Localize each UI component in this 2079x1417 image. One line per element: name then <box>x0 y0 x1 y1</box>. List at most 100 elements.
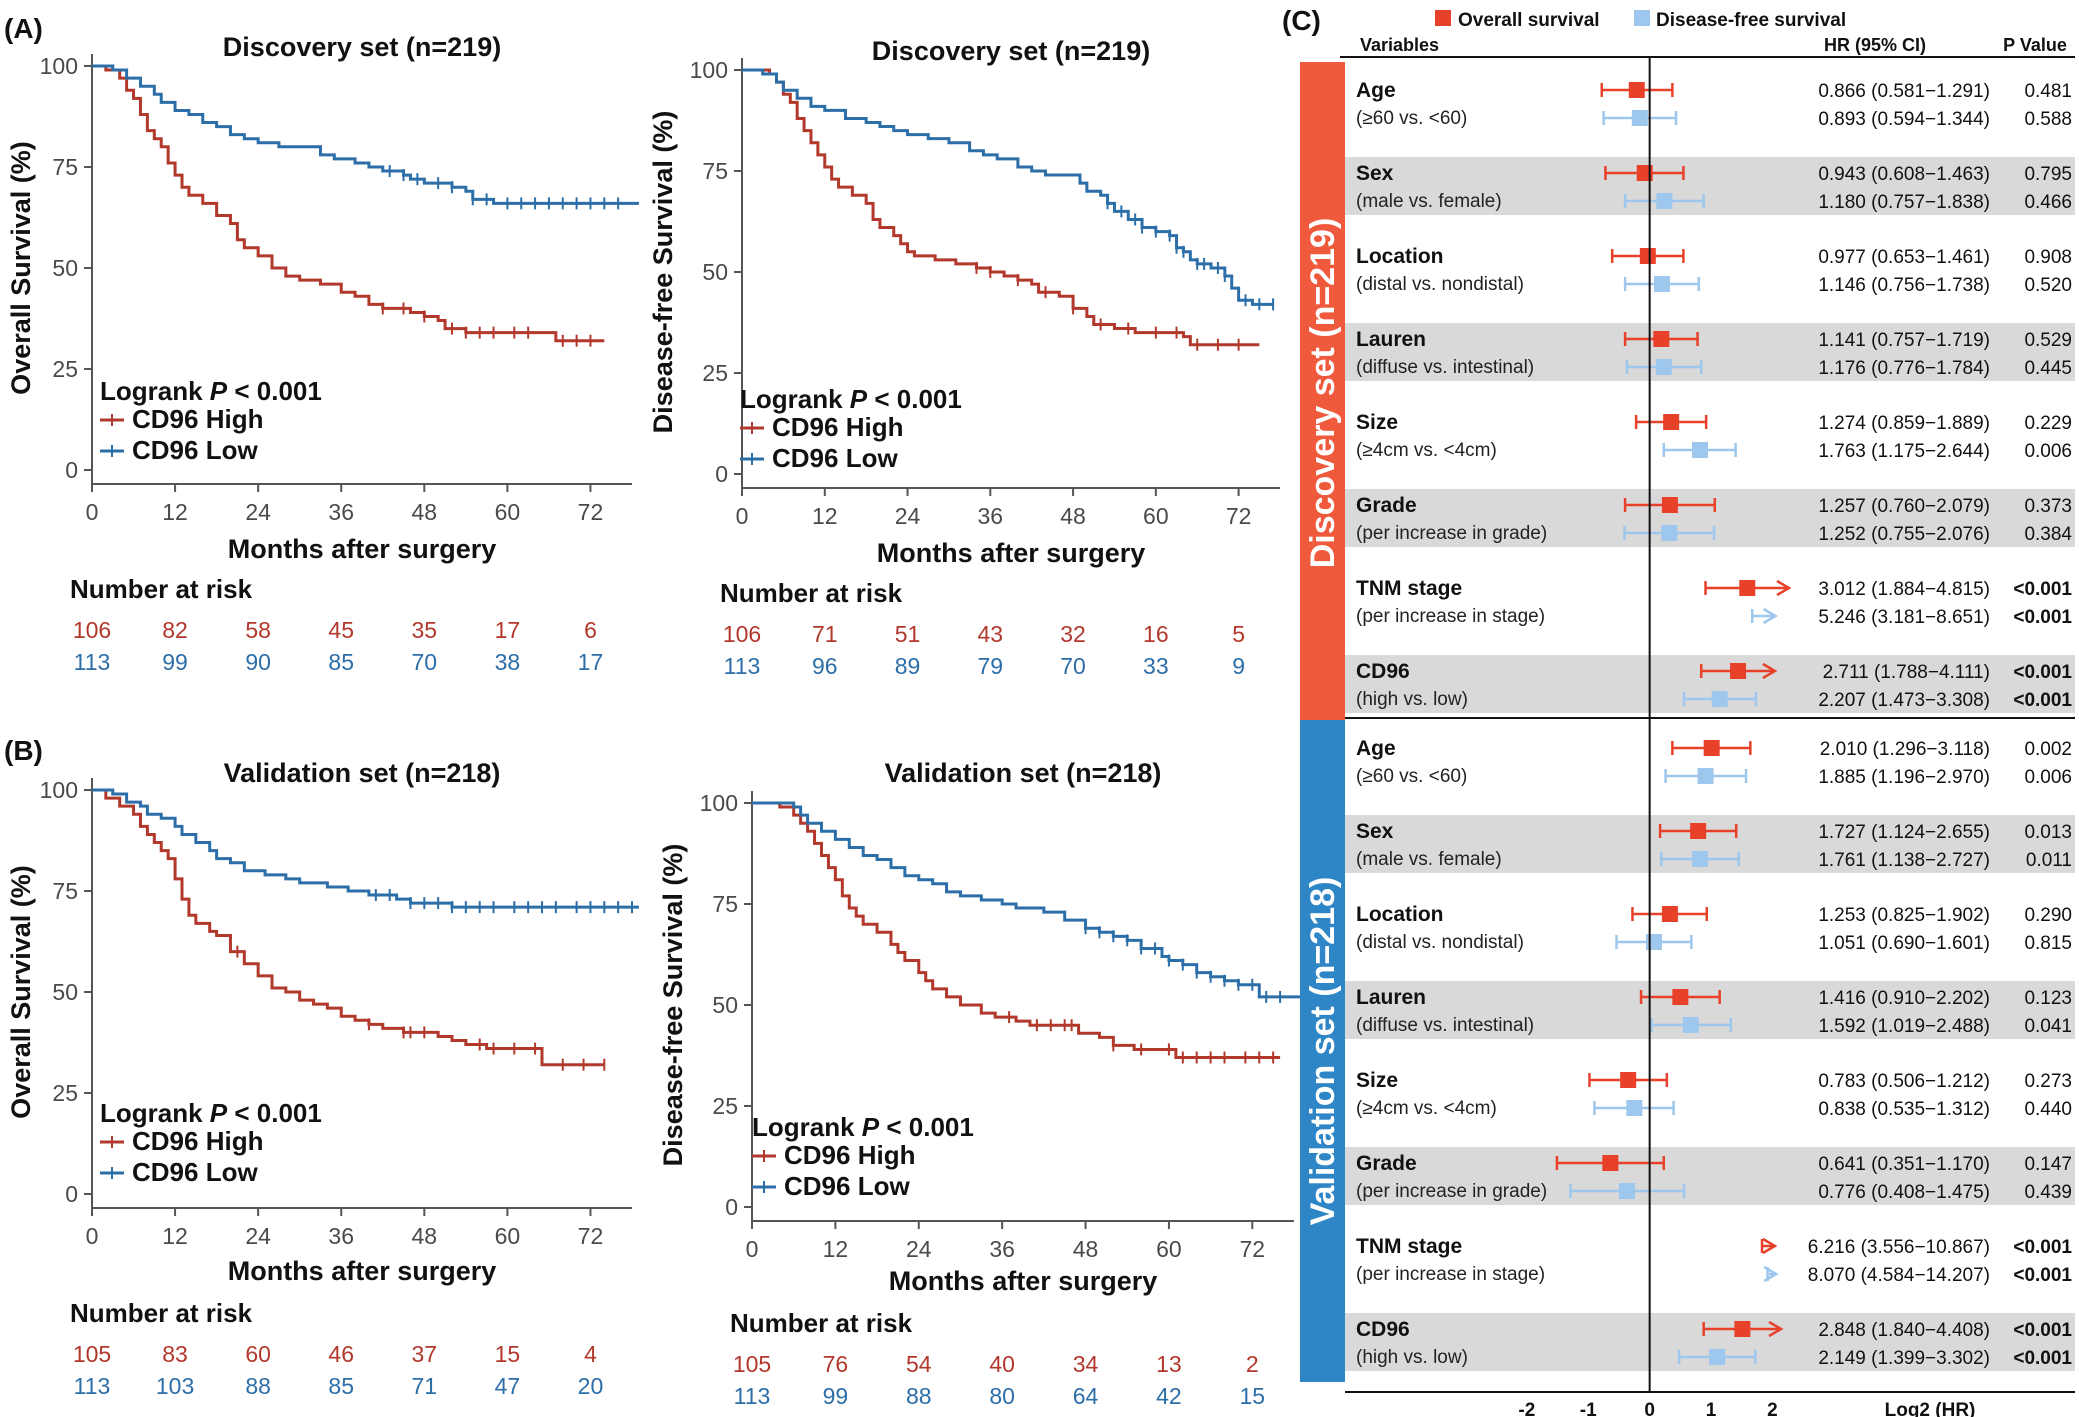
header-p: P Value <box>2003 35 2067 55</box>
y-tick-label: 25 <box>52 356 78 382</box>
x-tick-label: 60 <box>1156 1236 1182 1262</box>
y-tick-label: 100 <box>40 777 78 803</box>
risk-count-low: 17 <box>578 649 604 675</box>
km-curve-high <box>742 68 1260 347</box>
x-tick-label: 60 <box>1143 503 1169 529</box>
hr-text-os: 0.641 (0.351−1.170) <box>1818 1154 1990 1175</box>
p-value-os: 0.123 <box>2024 988 2072 1009</box>
p-value-os: 0.481 <box>2024 81 2072 102</box>
variable-name: Sex <box>1356 162 1394 185</box>
risk-count-high: 54 <box>906 1351 932 1377</box>
p-value-os: 0.002 <box>2024 739 2072 760</box>
forest-row: TNM stage (per increase in stage) 3.012 (1… <box>1356 577 2072 628</box>
risk-count-high: 45 <box>328 617 354 643</box>
risk-table-title: Number at risk <box>730 1308 913 1338</box>
logrank-label: Logrank P < 0.001 <box>100 376 322 406</box>
p-value-dfs: 0.588 <box>2024 109 2072 130</box>
x-tick-label: 0 <box>746 1236 759 1262</box>
risk-count-high: 15 <box>495 1341 521 1367</box>
hr-text-dfs: 0.838 (0.535−1.312) <box>1818 1099 1990 1120</box>
logrank-p: P <box>210 376 228 406</box>
risk-count-low: 90 <box>245 649 271 675</box>
hr-point-dfs <box>1661 525 1678 541</box>
risk-count-high: 6 <box>584 617 597 643</box>
hr-text-dfs: 2.149 (1.399−3.302) <box>1818 1348 1990 1369</box>
risk-count-high: 34 <box>1073 1351 1099 1377</box>
hr-point-os <box>1739 580 1756 596</box>
logrank-p: P <box>210 1098 228 1128</box>
forest-set-validation: Validation set (n=218) Age (≥60 vs. <60) 2.… <box>1300 720 2075 1382</box>
variable-name: TNM stage <box>1356 577 1462 600</box>
p-value-dfs: 0.466 <box>2024 192 2072 213</box>
p-value-dfs: <0.001 <box>2013 1265 2072 1286</box>
legend-label-dfs: Disease-free survival <box>1656 10 1846 31</box>
p-value-dfs: <0.001 <box>2013 1348 2072 1369</box>
risk-count-high: 32 <box>1060 621 1086 647</box>
legend-label: CD96 Low <box>784 1171 910 1201</box>
forest-row: Size (≥4cm vs. <4cm) 0.783 (0.506−1.212) 0.… <box>1356 1069 2072 1120</box>
legend-label: CD96 High <box>132 404 263 434</box>
x-tick-label: 12 <box>162 499 188 525</box>
p-value-dfs: 0.041 <box>2024 1016 2072 1037</box>
variable-name: Age <box>1356 737 1396 760</box>
panel-label-b: (B) <box>4 735 43 766</box>
risk-count-high: 82 <box>162 617 188 643</box>
logrank-value: < 0.001 <box>227 1098 322 1128</box>
y-tick-label: 75 <box>712 891 738 917</box>
hr-text-os: 2.711 (1.788−4.111) <box>1823 662 1990 683</box>
hr-point-os <box>1734 1321 1751 1337</box>
hr-text-os: 2.010 (1.296−3.118) <box>1820 739 1990 760</box>
forest-row: Lauren (diffuse vs. intestinal) 1.141 (0.7… <box>1356 328 2072 379</box>
panel-label-a: (A) <box>4 13 43 44</box>
km-panel-B_dfs: Validation set (n=218) 0 25 50 75 100 0 12 24 36 4… <box>658 758 1308 1409</box>
x-tick-label: 0 <box>736 503 749 529</box>
km-curve-high <box>92 788 605 1067</box>
forest-row: Sex (male vs. female) 0.943 (0.608−1.463) 0… <box>1356 162 2072 213</box>
hr-point-dfs <box>1656 193 1673 209</box>
x-axis-label: Months after surgery <box>889 1266 1158 1296</box>
panel-label-c: (C) <box>1282 5 1321 36</box>
hr-point-os <box>1730 663 1747 679</box>
risk-count-low: 88 <box>906 1383 932 1409</box>
logrank-prefix: Logrank <box>752 1112 862 1142</box>
x-tick-label: 36 <box>328 499 354 525</box>
x-axis-label: Months after surgery <box>228 1256 497 1286</box>
risk-count-low: 113 <box>74 649 111 675</box>
forest-x-tick-label: -1 <box>1580 1400 1597 1417</box>
hr-text-dfs: 1.180 (0.757−1.838) <box>1818 192 1990 213</box>
y-tick-label: 50 <box>702 259 728 285</box>
variable-detail: (diffuse vs. intestinal) <box>1356 357 1534 378</box>
km-curve-low <box>92 788 639 909</box>
logrank-p: P <box>862 1112 880 1142</box>
p-value-os: <0.001 <box>2013 1237 2072 1258</box>
hr-point-dfs <box>1711 691 1728 707</box>
variable-name: TNM stage <box>1356 1235 1462 1258</box>
variable-detail: (diffuse vs. intestinal) <box>1356 1015 1534 1036</box>
p-value-dfs: 0.520 <box>2024 275 2072 296</box>
hr-text-os: 0.977 (0.653−1.461) <box>1818 247 1990 268</box>
logrank-p: P <box>850 384 868 414</box>
km-curve-high <box>752 801 1281 1060</box>
legend-label: CD96 High <box>132 1126 263 1156</box>
hr-point-dfs <box>1626 1100 1643 1116</box>
forest-row: Age (≥60 vs. <60) 2.010 (1.296−3.118) 0.002… <box>1356 737 2072 788</box>
ci-arrow-dfs <box>1762 607 1779 625</box>
hr-text-dfs: 1.051 (0.690−1.601) <box>1818 933 1990 954</box>
km-panel-B_os: Validation set (n=218) 0 25 50 75 100 0 12 24 36 4… <box>6 758 639 1399</box>
p-value-dfs: 0.445 <box>2024 358 2072 379</box>
y-axis-label: Overall Survival (%) <box>6 141 36 395</box>
forest-row: Lauren (diffuse vs. intestinal) 1.416 (0.9… <box>1356 986 2072 1037</box>
risk-count-low: 113 <box>734 1383 771 1409</box>
logrank-value: < 0.001 <box>867 384 962 414</box>
ci-arrow-dfs <box>1763 1265 1779 1283</box>
hr-point-os <box>1639 248 1656 264</box>
risk-count-high: 37 <box>412 1341 438 1367</box>
risk-table-title: Number at risk <box>70 1298 253 1328</box>
variable-detail: (male vs. female) <box>1356 191 1502 212</box>
p-value-os: 0.529 <box>2024 330 2072 351</box>
x-tick-label: 0 <box>86 499 99 525</box>
hr-point-dfs <box>1653 276 1670 292</box>
p-value-dfs: 0.011 <box>2026 850 2072 871</box>
hr-text-dfs: 2.207 (1.473−3.308) <box>1818 690 1990 711</box>
